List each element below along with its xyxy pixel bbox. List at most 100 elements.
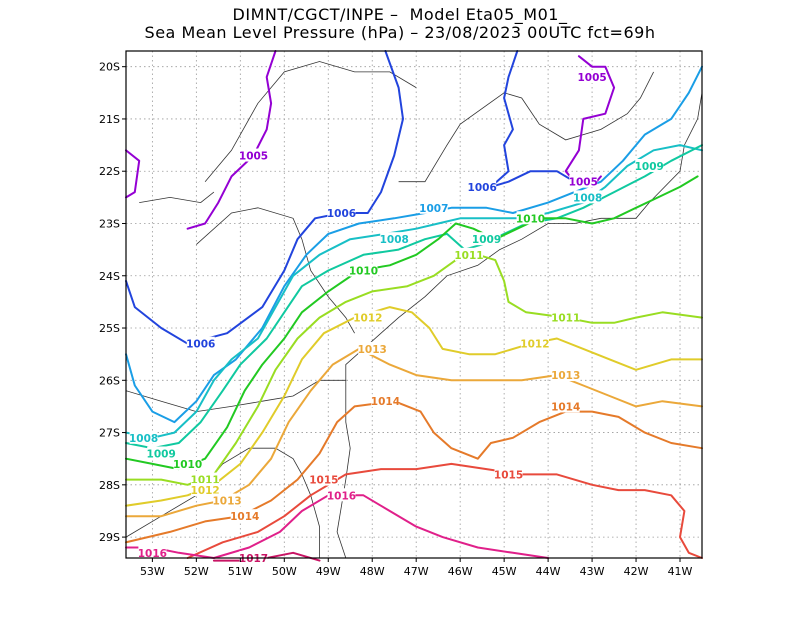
map-frame [125, 50, 703, 559]
y-tick-label: 27S [99, 427, 120, 440]
grid-lines [126, 51, 702, 558]
isobar-1007 [125, 65, 703, 424]
contour-label-bg [138, 545, 167, 559]
contour-label-1017: 1017 [239, 553, 268, 565]
contour-label-bg [353, 310, 382, 324]
contour-label-bg [191, 483, 220, 497]
contour-label-bg [327, 488, 356, 502]
contour-label-bg [472, 232, 501, 246]
contour-label-bg [230, 509, 259, 523]
x-tick-label: 47W [404, 565, 429, 578]
isobar-1010 [125, 175, 699, 471]
x-axis-ticks: 53W 52W 51W 50W 49W 48W 47W 46W 45W 44W 43W 42W 41W [140, 558, 693, 578]
contour-label-1010: 1010 [349, 266, 378, 278]
plot-title: DIMNT/CGCT/INPE – Model Eta05_M01_ Sea M… [0, 6, 800, 42]
contour-label-1009: 1009 [635, 161, 664, 173]
x-tick-label: 43W [580, 565, 605, 578]
y-tick-label: 23S [99, 217, 120, 230]
x-tick-label: 49W [316, 565, 341, 578]
contour-label-bg [191, 472, 220, 486]
border-line [139, 191, 215, 204]
isobar-1011 [125, 253, 703, 486]
contour-label-bg [635, 158, 664, 172]
contour-label-1012: 1012 [520, 339, 549, 351]
contour-label-1014: 1014 [230, 511, 259, 523]
isobar-1017 [212, 551, 321, 562]
contour-label-1015: 1015 [309, 475, 338, 487]
contour-label-bg [371, 394, 400, 408]
contour-label-bg [327, 206, 356, 220]
x-tick-label: 50W [272, 565, 297, 578]
x-tick-label: 53W [140, 565, 165, 578]
x-tick-label: 51W [228, 565, 253, 578]
contour-label-bg [516, 211, 545, 225]
contour-label-1006: 1006 [468, 182, 497, 194]
contour-label-1014: 1014 [371, 396, 400, 408]
x-tick-label: 44W [536, 565, 561, 578]
contour-label-1009: 1009 [472, 234, 501, 246]
y-tick-label: 29S [99, 531, 120, 544]
contour-label-bg [239, 148, 268, 162]
border-line [196, 207, 355, 334]
y-tick-label: 22S [99, 165, 120, 178]
contour-label-bg [578, 70, 607, 84]
contour-label-1012: 1012 [353, 313, 382, 325]
contour-labels: 1005 1005 1005 1006 1006 1006 1007 1008 1008 1008… [129, 70, 664, 565]
x-tick-label: 42W [624, 565, 649, 578]
contour-label-bg [213, 493, 242, 507]
contour-label-1008: 1008 [573, 192, 602, 204]
contour-label-bg [349, 263, 378, 277]
contour-label-bg [569, 174, 598, 188]
contour-label-bg [129, 430, 158, 444]
x-tick-label: 48W [360, 565, 385, 578]
isobar-1008 [125, 144, 703, 439]
contour-label-bg [468, 179, 497, 193]
y-tick-label: 21S [99, 113, 120, 126]
y-tick-label: 26S [99, 374, 120, 387]
contour-label-bg [173, 456, 202, 470]
contour-label-bg [419, 200, 448, 214]
contour-label-1005: 1005 [569, 177, 598, 189]
contour-label-1005: 1005 [239, 151, 268, 163]
x-tick-label: 46W [448, 565, 473, 578]
border-line [398, 71, 654, 183]
border-line [125, 379, 346, 413]
contour-label-bg [309, 472, 338, 486]
contour-label-1006: 1006 [327, 208, 356, 220]
contour-label-1006: 1006 [186, 339, 215, 351]
contour-label-1014: 1014 [551, 401, 580, 413]
x-tick-label: 41W [668, 565, 693, 578]
contour-label-bg [454, 247, 483, 261]
contour-label-bg [551, 399, 580, 413]
y-tick-label: 24S [99, 270, 120, 283]
contour-label-1011: 1011 [551, 313, 580, 325]
contour-label-bg [147, 446, 176, 460]
isobar-1006 [489, 50, 585, 188]
contour-label-bg [573, 190, 602, 204]
contour-label-1016: 1016 [327, 490, 356, 502]
y-axis-ticks: 20S 21S 22S 23S 24S 25S 26S 27S 28S 29S [99, 61, 126, 544]
y-tick-label: 20S [99, 61, 120, 74]
contour-label-1013: 1013 [358, 344, 387, 356]
isobar-1005 [125, 149, 141, 199]
contour-label-1008: 1008 [380, 234, 409, 246]
contour-label-1005: 1005 [577, 72, 606, 84]
contour-label-bg [551, 310, 580, 324]
contour-label-1013: 1013 [551, 370, 580, 382]
isobar-1012 [125, 306, 703, 507]
isobar-1006 [125, 50, 404, 345]
contour-label-bg [186, 336, 215, 350]
contour-label-1010: 1010 [173, 459, 202, 471]
contour-label-1008: 1008 [129, 433, 158, 445]
y-tick-label: 28S [99, 479, 120, 492]
contour-label-1011: 1011 [454, 250, 483, 262]
contour-label-bg [358, 341, 387, 355]
contour-label-1015: 1015 [494, 469, 523, 481]
contour-label-bg [551, 368, 580, 382]
plot-title-line2: Sea Mean Level Pressure (hPa) – 23/08/20… [144, 23, 656, 42]
contour-label-1010: 1010 [516, 213, 545, 225]
x-tick-label: 45W [492, 565, 517, 578]
x-tick-label: 52W [184, 565, 209, 578]
isobar-1014 [125, 400, 703, 544]
